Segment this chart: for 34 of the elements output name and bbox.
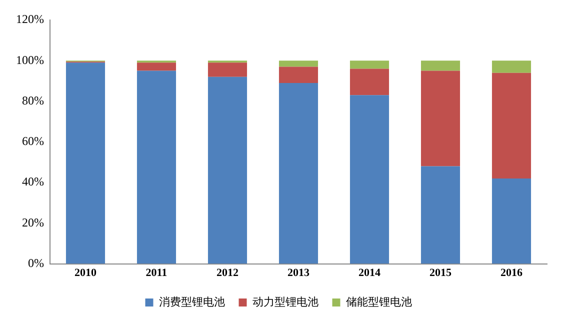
bar [492,178,532,264]
y-tick-label: 60% [22,134,44,148]
bar [420,166,460,264]
bar [278,66,318,83]
x-tick-label: 2013 [288,267,310,280]
x-tick-label: 2016 [500,267,523,280]
bar [350,60,390,69]
bar [492,60,532,73]
bar [278,82,318,264]
bar [420,60,460,71]
y-tick-label: 20% [22,215,44,230]
x-tick-label: 2011 [146,267,168,280]
bar [350,68,390,96]
bar [208,62,248,77]
bar [136,62,176,71]
y-tick-label: 0% [28,256,44,270]
bar [420,70,460,166]
bar [208,76,248,264]
y-tick-label: 80% [22,93,44,108]
bar [66,62,106,264]
legend-label: 储能型锂电池 [346,295,412,308]
y-tick-label: 40% [22,174,44,189]
y-tick-label: 100% [16,52,44,67]
x-tick-label: 2014 [358,267,381,280]
bar [278,60,318,67]
x-tick-label: 2012 [216,267,239,280]
bar [350,95,390,264]
bar [136,70,176,264]
bar [492,72,532,178]
legend-label: 动力型锂电池 [252,295,318,308]
x-tick-label: 2015 [430,267,452,280]
legend-label: 消费型锂电池 [158,295,225,308]
y-tick-label: 120% [16,12,44,26]
x-tick-label: 2010 [74,267,97,280]
